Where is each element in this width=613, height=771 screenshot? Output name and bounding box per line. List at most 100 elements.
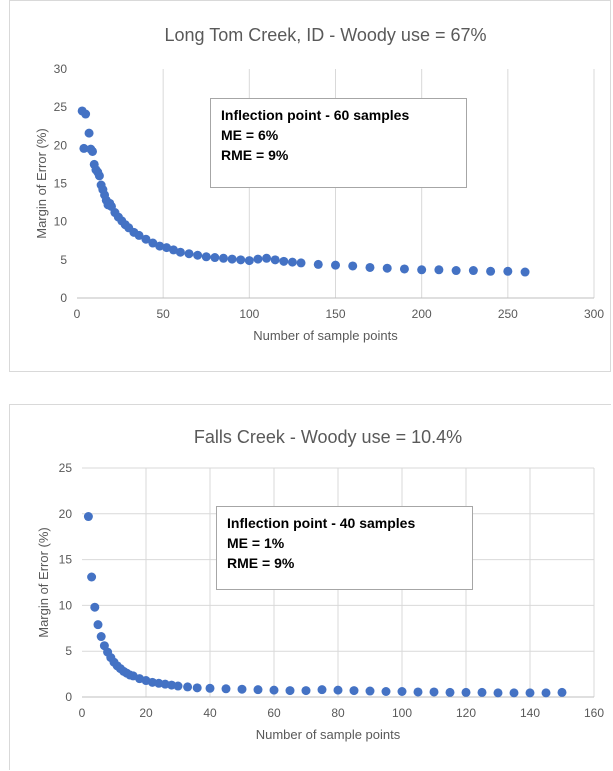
data-point — [333, 685, 343, 695]
y-tick-label: 25 — [54, 100, 68, 114]
data-point — [83, 512, 93, 522]
data-point — [227, 254, 237, 264]
y-tick-label: 15 — [59, 553, 73, 567]
data-point — [382, 263, 392, 273]
data-point — [237, 684, 247, 694]
x-tick-label: 120 — [456, 706, 476, 720]
annotation-line-1: Inflection point - 40 samples — [227, 515, 416, 531]
data-point — [331, 260, 340, 270]
data-point — [236, 255, 246, 265]
data-point — [218, 253, 228, 263]
chart-panel-falls-creek: Falls Creek - Woody use = 10.4% 0 20 40 60 80… — [9, 404, 611, 770]
y-tick-label: 0 — [60, 291, 67, 305]
data-point — [169, 245, 179, 255]
x-tick-label: 150 — [325, 307, 345, 321]
data-point — [365, 262, 375, 272]
x-tick-label: 80 — [331, 706, 345, 720]
x-tick-label: 140 — [520, 706, 540, 720]
data-point — [173, 681, 183, 691]
data-point — [279, 256, 289, 266]
y-axis-title: Margin of Error (%) — [34, 128, 49, 239]
data-point — [417, 265, 427, 275]
y-tick-label: 25 — [59, 461, 73, 475]
x-tick-label: 100 — [239, 307, 259, 321]
data-point — [184, 249, 194, 259]
data-point — [253, 685, 263, 695]
data-point — [270, 255, 280, 265]
chart-panel-long-tom-creek: Long Tom Creek, ID - Woody use = 67% 0 50 1… — [9, 0, 611, 372]
data-point — [201, 252, 211, 262]
data-point — [134, 230, 144, 240]
data-point — [348, 261, 358, 271]
data-point — [253, 254, 263, 264]
data-point — [301, 686, 311, 696]
data-point — [413, 687, 423, 697]
data-point — [205, 683, 215, 693]
data-point — [79, 143, 89, 153]
data-point — [525, 688, 535, 698]
y-tick-label: 5 — [60, 253, 67, 267]
data-point — [141, 234, 151, 244]
x-tick-label: 50 — [156, 307, 170, 321]
data-point — [520, 267, 530, 277]
x-tick-label: 250 — [498, 307, 518, 321]
data-point — [541, 688, 551, 698]
annotation-line-3: RME = 9% — [221, 147, 289, 163]
x-tick-label: 20 — [139, 706, 153, 720]
x-axis-title: Number of sample points — [256, 727, 401, 742]
data-point — [81, 109, 91, 119]
y-axis-title: Margin of Error (%) — [36, 527, 51, 638]
data-point — [84, 128, 94, 138]
data-point — [429, 687, 439, 697]
y-tick-label: 10 — [54, 215, 68, 229]
data-point — [192, 683, 202, 693]
data-point — [210, 253, 220, 263]
data-point — [148, 238, 158, 248]
x-tick-label: 300 — [584, 307, 604, 321]
data-point — [468, 266, 478, 276]
data-point — [285, 686, 295, 696]
data-point — [477, 687, 487, 697]
data-point — [461, 687, 471, 697]
x-axis-title: Number of sample points — [253, 328, 398, 343]
annotation-line-2: ME = 6% — [221, 127, 279, 143]
y-tick-label: 20 — [59, 507, 73, 521]
y-tick-label: 5 — [65, 644, 72, 658]
annotation-line-2: ME = 1% — [227, 535, 285, 551]
chart-title: Long Tom Creek, ID - Woody use = 67% — [165, 25, 487, 45]
data-point — [451, 266, 461, 276]
data-point — [155, 241, 165, 251]
data-point — [175, 247, 185, 257]
data-point — [269, 685, 279, 695]
data-point — [296, 258, 306, 268]
data-point — [88, 146, 98, 156]
data-point — [87, 572, 97, 582]
data-point — [349, 686, 359, 696]
data-point — [244, 256, 254, 266]
y-tick-label: 30 — [54, 62, 68, 76]
x-tick-label: 40 — [203, 706, 217, 720]
x-tick-label: 160 — [584, 706, 604, 720]
data-point — [262, 253, 272, 263]
x-tick-label: 200 — [412, 307, 432, 321]
y-tick-label: 0 — [65, 690, 72, 704]
data-point — [90, 602, 100, 612]
annotation-line-1: Inflection point - 60 samples — [221, 107, 410, 123]
data-point — [183, 682, 193, 692]
data-point — [434, 265, 444, 275]
x-tick-label: 0 — [79, 706, 86, 720]
data-point — [193, 250, 203, 260]
data-point — [493, 688, 503, 698]
data-point — [381, 687, 391, 697]
y-tick-label: 20 — [54, 138, 68, 152]
data-point — [365, 686, 375, 696]
x-tick-label: 0 — [74, 307, 81, 321]
data-point — [287, 257, 297, 267]
annotation-line-3: RME = 9% — [227, 555, 295, 571]
data-point — [317, 685, 327, 695]
data-point — [557, 687, 567, 697]
data-point — [221, 684, 231, 694]
data-point — [93, 620, 103, 630]
data-point — [509, 688, 519, 698]
data-point — [96, 632, 106, 642]
